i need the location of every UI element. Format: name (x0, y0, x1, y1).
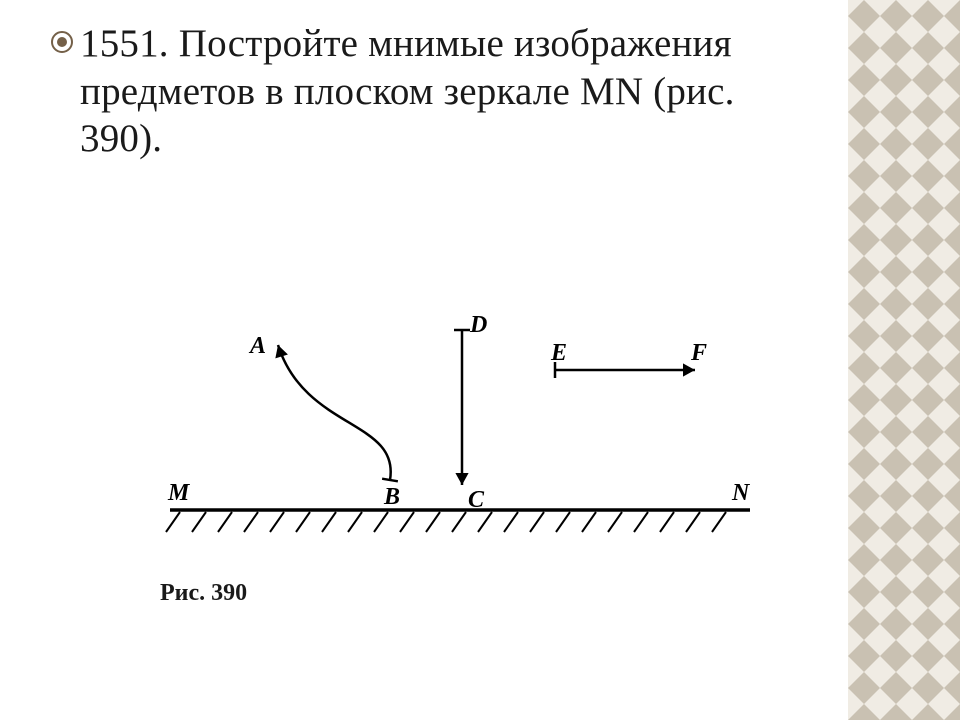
problem-row: 1551. Постройте мнимые изображения предм… (50, 20, 810, 163)
slide: 1551. Постройте мнимые изображения предм… (0, 0, 960, 720)
problem-body: Постройте мнимые изображения предметов в… (80, 22, 735, 160)
svg-text:D: D (469, 312, 487, 338)
figure-390: M N A B D C E F Рис. 390 (140, 290, 800, 630)
figure-svg: M N A B D C E F (140, 290, 800, 630)
side-diamond-pattern (848, 0, 960, 720)
problem-text: 1551. Постройте мнимые изображения предм… (80, 20, 810, 163)
svg-text:A: A (248, 333, 266, 359)
svg-text:N: N (731, 480, 751, 506)
svg-text:C: C (468, 487, 485, 513)
content-area: 1551. Постройте мнимые изображения предм… (50, 20, 810, 163)
problem-number: 1551. (80, 22, 169, 65)
svg-text:B: B (383, 484, 400, 510)
svg-text:M: M (167, 480, 191, 506)
figure-caption: Рис. 390 (160, 580, 247, 607)
target-bullet-icon (50, 30, 74, 54)
svg-text:E: E (550, 340, 567, 366)
svg-text:F: F (690, 340, 707, 366)
